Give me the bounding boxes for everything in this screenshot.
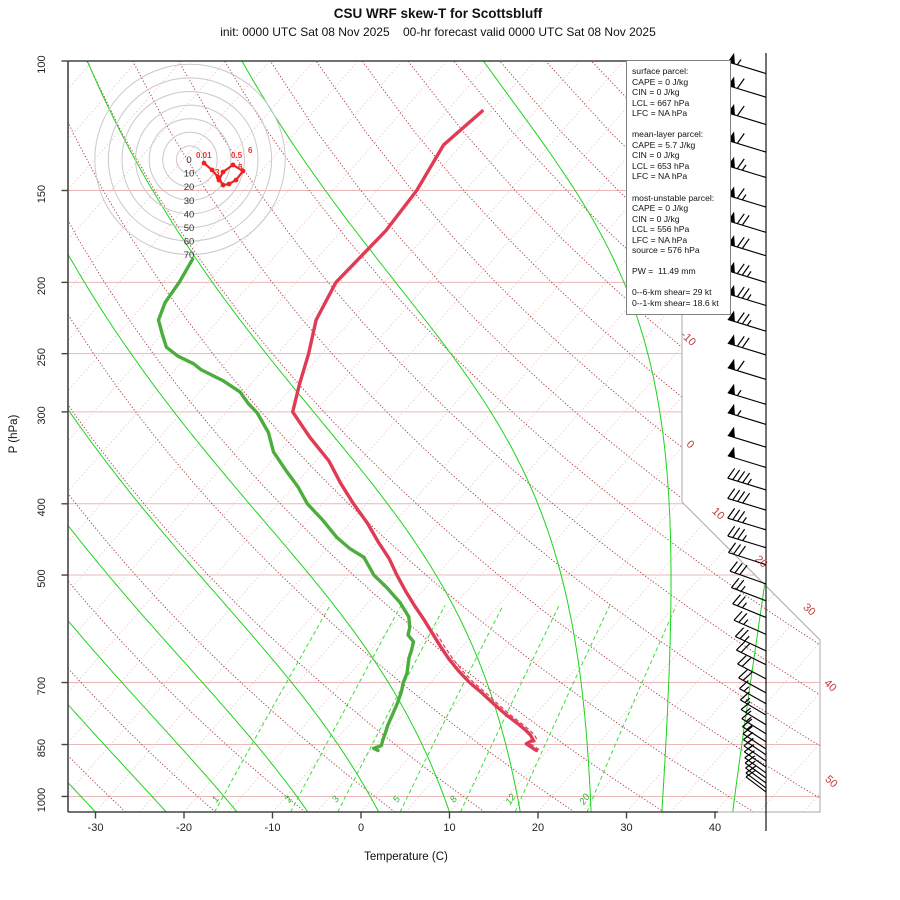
svg-text:0.5: 0.5 [231,151,243,160]
parcel-info-line: CAPE = 5.7 J/kg [632,139,696,150]
chart-title: CSU WRF skew-T for Scottsbluff [333,6,543,21]
svg-text:850: 850 [36,739,48,757]
svg-text:5: 5 [238,163,243,172]
svg-text:400: 400 [36,498,48,516]
x-axis-title: Temperature (C) [364,851,448,863]
parcel-info-line: PW = 11.49 mm [632,266,696,277]
parcel-info-line: 0--6-km shear= 29 kt [632,287,712,298]
svg-text:1000: 1000 [36,788,48,812]
svg-text:-10: -10 [678,329,698,349]
temperature-curve [291,109,539,753]
svg-text:40: 40 [709,822,721,834]
chart-subtitle: init: 0000 UTC Sat 08 Nov 2025 00-hr for… [220,25,656,39]
parcel-info-line [632,277,725,288]
svg-text:6: 6 [248,146,253,155]
svg-text:40: 40 [821,677,838,694]
parcel-info-line: 0--1-km shear= 18.6 kt [632,298,719,309]
svg-text:30: 30 [620,822,632,834]
svg-text:30: 30 [184,196,195,207]
virtual-temperature-curve [435,632,541,751]
svg-text:70: 70 [184,250,195,261]
svg-text:3: 3 [330,794,342,805]
svg-text:200: 200 [36,277,48,295]
parcel-info-line: CIN = 0 J/kg [632,87,680,98]
svg-text:250: 250 [36,348,48,366]
wind-barbs [727,52,767,793]
parcel-info-line: CAPE = 0 J/kg [632,76,689,87]
parcel-info-line [632,182,725,193]
parcel-info-line: mean-layer parcel: [632,129,704,140]
parcel-info-line: LFC = NA hPa [632,108,688,119]
svg-text:0.01: 0.01 [196,151,212,160]
svg-text:1: 1 [210,794,222,805]
background-grid [68,61,820,812]
svg-text:-20: -20 [176,822,192,834]
parcel-info-line: LCL = 667 hPa [632,97,690,108]
svg-text:100: 100 [36,55,48,73]
svg-text:0: 0 [358,822,364,834]
svg-text:20: 20 [752,553,769,570]
svg-text:-30: -30 [88,822,104,834]
parcel-info-line: surface parcel: [632,66,689,76]
svg-text:500: 500 [36,569,48,587]
svg-text:50: 50 [822,773,839,790]
parcel-info-line: LCL = 556 hPa [632,224,690,235]
hodograph: 0 10 20 30 40 50 60 70 [94,63,286,261]
parcel-info-line: CIN = 0 J/kg [632,150,680,161]
hodograph-trace: 0.01 0.5 65 3 [196,146,253,188]
sounding-profiles [156,109,541,753]
svg-text:30: 30 [800,601,817,618]
parcel-info-line: LCL = 653 hPa [632,160,690,171]
svg-text:3: 3 [215,168,220,177]
parcel-info-line: LFC = NA hPa [632,171,688,182]
svg-text:10: 10 [443,822,455,834]
dewpoint-curve [156,257,416,753]
svg-text:10: 10 [709,505,726,522]
parcel-info-line [632,256,725,267]
svg-text:50: 50 [184,223,195,234]
parcel-info-line: LFC = NA hPa [632,234,688,245]
parcel-info-line [632,119,725,130]
svg-text:40: 40 [184,209,195,220]
svg-text:300: 300 [36,406,48,424]
svg-text:700: 700 [36,677,48,695]
parcel-info-line: most-unstable parcel: [632,192,715,203]
parcel-info-line: CIN = 0 J/kg [632,213,680,224]
svg-text:8: 8 [448,794,460,805]
svg-text:2: 2 [282,794,295,806]
svg-text:0: 0 [684,438,697,451]
parcel-info-line: CAPE = 0 J/kg [632,203,689,214]
svg-text:20: 20 [532,822,544,834]
parcel-info-line: source = 576 hPa [632,245,700,256]
svg-text:150: 150 [36,185,48,203]
svg-text:20: 20 [184,182,195,193]
parcel-info-box: surface parcel: CAPE = 0 J/kg CIN = 0 J/kg… [626,60,731,315]
svg-text:0: 0 [186,155,191,166]
svg-text:5: 5 [391,794,403,805]
plot-frame [67,53,821,831]
svg-text:10: 10 [184,169,195,180]
svg-text:-10: -10 [265,822,281,834]
svg-text:60: 60 [184,237,195,248]
